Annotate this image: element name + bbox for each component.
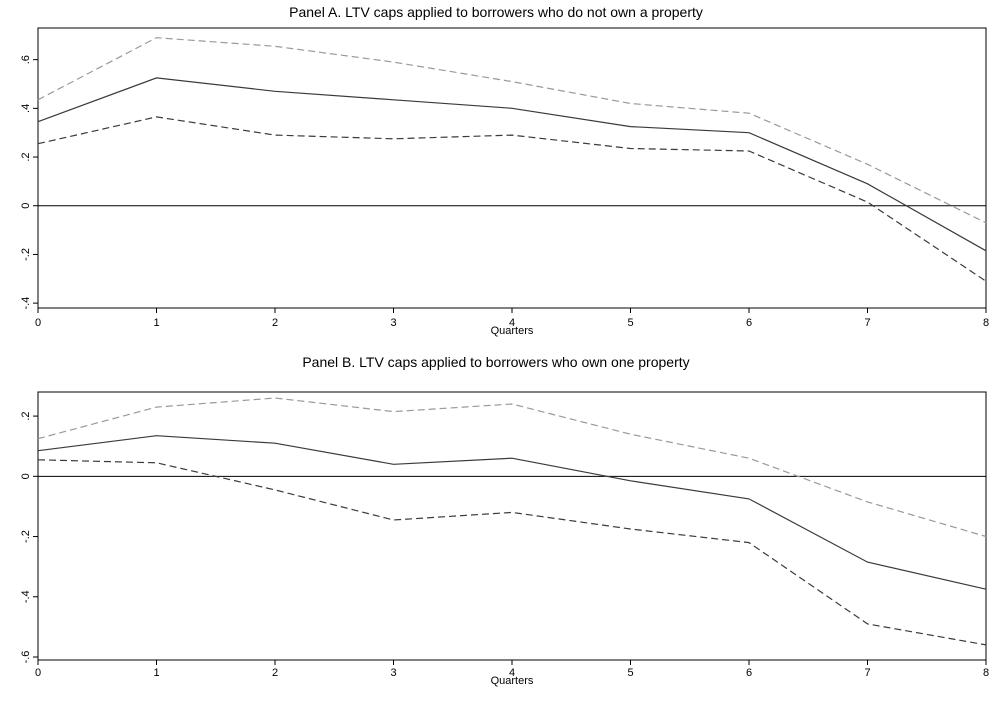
lower-ci-line [37,116,987,282]
x-tick-label: 1 [153,317,159,329]
x-tick-label: 3 [390,667,396,679]
y-tick-label: -.2 [20,248,32,261]
x-tick-label: 4 [509,667,515,679]
upper-ci-line [37,397,987,538]
x-tick-label: 8 [983,317,989,329]
plot-frame [37,27,987,309]
x-tick-label: 6 [746,667,752,679]
x-tick-label: 3 [390,317,396,329]
upper-ci-line [37,37,987,224]
x-tick-label: 0 [35,667,41,679]
x-axis-title: Quarters [491,325,534,337]
estimate-line [37,435,987,590]
x-tick-label: 6 [746,317,752,329]
x-tick-label: 1 [153,667,159,679]
x-tick-label: 5 [627,667,633,679]
x-tick-label: 2 [272,667,278,679]
panel-a: Panel A. LTV caps applied to borrowers w… [0,0,992,350]
lower-ci-line [37,459,987,646]
x-tick-label: 7 [864,667,870,679]
x-tick-label: 0 [35,317,41,329]
plot-frame [37,391,987,661]
x-tick-label: 8 [983,667,989,679]
chart-a: -.4 -.2 0 .2 .4 .6 0 1 2 3 4 5 6 7 8 Quarters [20,27,989,337]
y-tick-label: -.4 [20,297,32,310]
chart-title: Panel A. LTV caps applied to borrowers w… [289,4,703,20]
chart-b: -.6 -.4 -.2 0 .2 0 1 2 3 4 5 6 7 8 Quarters [20,391,989,687]
panel-b: Panel B. LTV caps applied to borrowers w… [0,350,992,702]
y-tick-label: 0 [20,203,32,209]
estimate-line [37,77,987,252]
y-tick-label: .6 [20,55,32,64]
x-tick-label: 5 [627,317,633,329]
y-tick-label: .2 [20,152,32,161]
chart-title: Panel B. LTV caps applied to borrowers w… [302,354,690,370]
x-tick-label: 2 [272,317,278,329]
y-tick-label: -.2 [20,530,32,543]
x-tick-label: 4 [509,317,515,329]
y-tick-label: .4 [20,104,32,113]
y-tick-label: -.4 [20,590,32,603]
y-tick-label: 0 [20,473,32,479]
y-tick-label: -.6 [20,651,32,664]
y-tick-label: .2 [20,411,32,420]
x-axis-title: Quarters [491,675,534,687]
x-tick-label: 7 [864,317,870,329]
